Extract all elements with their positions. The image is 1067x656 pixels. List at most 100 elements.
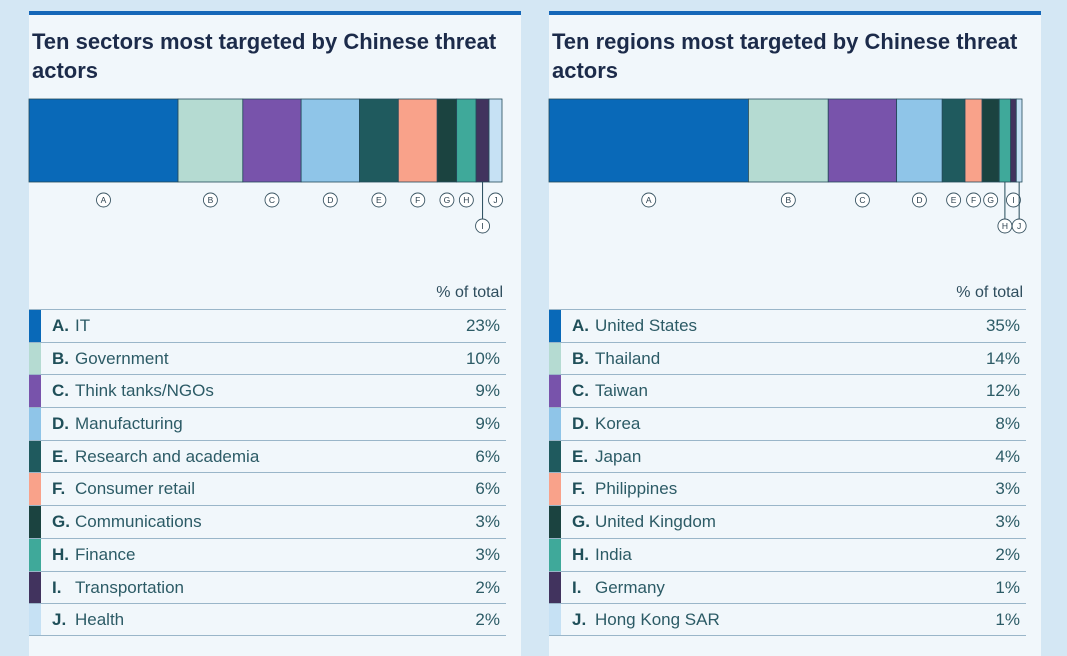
legend-row: B. Thailand 14% xyxy=(549,341,1026,375)
callout-letter: C xyxy=(859,195,865,205)
legend-swatch xyxy=(29,342,41,375)
legend-label: H. Finance xyxy=(52,545,135,565)
callout-letter: E xyxy=(376,195,382,205)
legend-swatch xyxy=(29,506,41,538)
bar-segment-j xyxy=(488,98,503,183)
percent-column-header: % of total xyxy=(956,284,1023,301)
callout-circle xyxy=(439,192,455,208)
callout-circle xyxy=(475,218,491,234)
legend-name: Transportation xyxy=(75,577,184,597)
legend-name: Hong Kong SAR xyxy=(595,610,720,630)
legend-label: F. Consumer retail xyxy=(52,479,195,499)
legend-value: 10% xyxy=(465,348,500,368)
callout-circle xyxy=(966,192,982,208)
legend-name: Government xyxy=(75,348,169,368)
bar-segment-d xyxy=(896,98,943,183)
legend-name: India xyxy=(595,544,632,564)
legend-table: A. IT 23% B. Government 10% C. Think tanks/NGOs… xyxy=(29,309,506,636)
callout-circle xyxy=(410,192,426,208)
legend-swatch xyxy=(549,506,561,538)
callout-circle xyxy=(1006,192,1021,208)
legend-value: 2% xyxy=(475,610,500,630)
legend-value: 3% xyxy=(475,544,500,564)
legend-name: Taiwan xyxy=(595,381,648,401)
legend-swatch xyxy=(549,375,561,408)
callout-circle xyxy=(264,192,280,208)
legend-name: Research and academia xyxy=(75,446,260,466)
legend-value: 23% xyxy=(465,316,500,335)
legend-value: 3% xyxy=(475,512,500,532)
callout-circle xyxy=(1011,218,1027,234)
bar-segment-b xyxy=(748,98,829,183)
legend-label: H. India xyxy=(572,545,632,565)
callout-circle xyxy=(983,192,999,208)
legend-name: Japan xyxy=(595,446,642,466)
callout-letter: F xyxy=(971,195,976,205)
legend-row: E. Research and academia 6% xyxy=(29,439,506,473)
legend-table: A. United States 35% B. Thailand 14% C. Taiwan 1… xyxy=(549,309,1026,636)
legend-swatch xyxy=(29,310,41,342)
bar-segment-c xyxy=(242,98,302,183)
callout-letter: A xyxy=(101,195,107,205)
callout-circle xyxy=(458,192,474,208)
bar-segment-f xyxy=(397,98,438,183)
callout-letter: G xyxy=(444,195,451,205)
legend-swatch xyxy=(549,310,561,342)
legend-letter: C. xyxy=(572,381,589,401)
legend-name: Consumer retail xyxy=(75,479,195,499)
callout-letter: F xyxy=(415,195,420,205)
legend-swatch xyxy=(549,342,561,375)
legend-name: Health xyxy=(75,610,125,630)
callout-letter: I xyxy=(481,221,483,231)
legend-value: 1% xyxy=(995,610,1020,630)
legend-swatch xyxy=(549,473,561,506)
bar-segment-g xyxy=(981,98,1000,183)
callout-circle xyxy=(96,192,111,208)
bar-segment-g xyxy=(436,98,458,183)
bar-segment-i xyxy=(1010,98,1017,183)
legend-label: B. Government xyxy=(52,349,169,369)
legend-letter: H. xyxy=(572,544,589,564)
bar-segment-c xyxy=(827,98,898,183)
legend-value: 3% xyxy=(995,512,1020,532)
legend-value: 12% xyxy=(985,381,1020,401)
legend-letter: G. xyxy=(572,512,590,532)
legend-letter: D. xyxy=(52,414,69,434)
legend-row: D. Manufacturing 9% xyxy=(29,407,506,440)
stacked-bar-chart: A B C D E F G H I J xyxy=(548,98,1027,234)
callout-letter: B xyxy=(786,195,792,205)
legend-name: United States xyxy=(595,316,698,335)
stacked-bar-chart: A B C D E F G H I J xyxy=(28,98,503,234)
legend-row: H. India 2% xyxy=(549,537,1026,571)
callout-circle xyxy=(488,192,503,208)
legend-row: I. Germany 1% xyxy=(549,570,1026,604)
legend-row: A. IT 23% xyxy=(29,309,506,342)
callout-letter: D xyxy=(916,195,922,205)
callout-circle xyxy=(946,192,962,208)
legend-letter: B. xyxy=(52,348,69,368)
legend-row: B. Government 10% xyxy=(29,341,506,375)
legend-row: C. Taiwan 12% xyxy=(549,374,1026,408)
callout-letter: H xyxy=(463,195,469,205)
legend-label: G. Communications xyxy=(52,512,202,532)
legend-swatch xyxy=(29,473,41,506)
legend-row: G. Communications 3% xyxy=(29,505,506,538)
legend-swatch xyxy=(29,440,41,473)
legend-row: E. Japan 4% xyxy=(549,439,1026,473)
legend-label: J. Health xyxy=(52,610,124,630)
legend-row: H. Finance 3% xyxy=(29,537,506,571)
callout-letter: I xyxy=(1012,195,1014,205)
legend-row: F. Philippines 3% xyxy=(549,472,1026,506)
legend-value: 8% xyxy=(995,414,1020,434)
legend-row: D. Korea 8% xyxy=(549,407,1026,440)
legend-swatch xyxy=(29,375,41,408)
legend-swatch xyxy=(29,604,41,635)
callout-letter: J xyxy=(493,195,497,205)
legend-swatch xyxy=(549,571,561,604)
legend-row: G. United Kingdom 3% xyxy=(549,505,1026,538)
percent-column-header: % of total xyxy=(436,284,503,301)
legend-name: United Kingdom xyxy=(595,512,716,532)
legend-letter: H. xyxy=(52,544,69,564)
legend-letter: J. xyxy=(52,610,67,630)
legend-letter: B. xyxy=(572,348,589,368)
